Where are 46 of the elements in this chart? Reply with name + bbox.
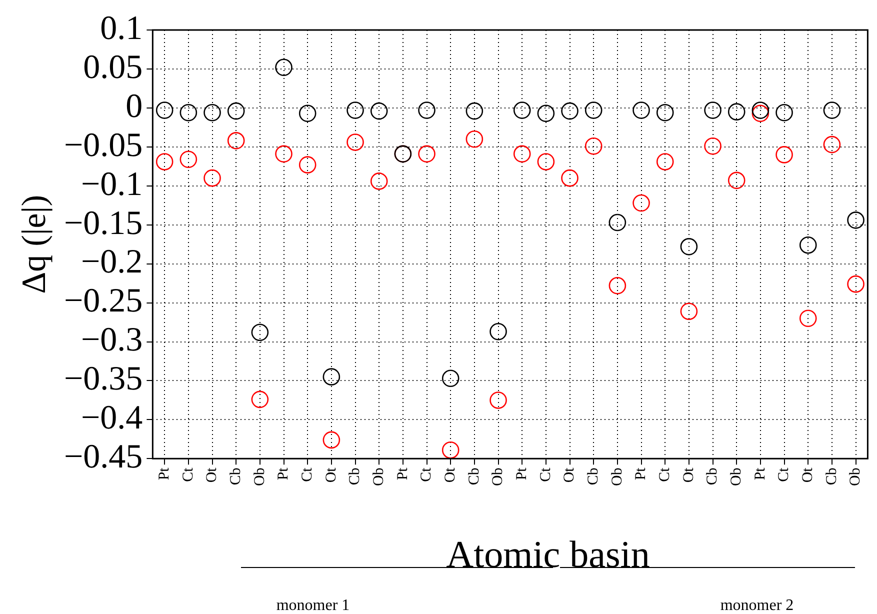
x-axis-title: Atomic basin xyxy=(446,534,650,576)
y-tick-label: −0.4 xyxy=(80,400,143,437)
x-tick-label: Cb xyxy=(466,468,482,486)
x-tick-label: Cb xyxy=(704,468,721,486)
x-tick-label: Ct xyxy=(180,466,196,482)
y-tick-label: −0.45 xyxy=(64,438,143,476)
x-tick-label: Ot xyxy=(323,466,340,483)
x-tick-label: Pt xyxy=(514,466,530,480)
x-tick-label: Pt xyxy=(752,466,768,480)
x-tick-label: Ob xyxy=(371,468,388,486)
y-tick-label: 0 xyxy=(126,88,143,125)
y-tick-label: 0.1 xyxy=(100,10,143,47)
x-tick-label: Cb xyxy=(586,468,602,486)
y-tick-label: −0.1 xyxy=(80,166,143,203)
x-tick-label: Pt xyxy=(156,466,173,480)
y-tick-label: −0.2 xyxy=(80,244,143,281)
x-tick-label: Ob xyxy=(252,468,268,486)
x-tick-label: Ct xyxy=(538,466,554,482)
y-tick-label: 0.05 xyxy=(83,48,143,86)
x-tick-label: Ot xyxy=(562,466,578,483)
x-tick-label: Ob xyxy=(848,468,864,486)
x-tick-label: Ob xyxy=(490,468,506,486)
x-tick-label: Pt xyxy=(394,466,411,480)
x-tick-label: Ot xyxy=(204,466,220,483)
y-tick-label: −0.15 xyxy=(64,204,143,242)
x-tick-label: Cb xyxy=(228,468,244,486)
text: monomer 1 xyxy=(276,597,350,614)
x-tick-label: Ot xyxy=(442,466,459,483)
x-tick-label: Ct xyxy=(300,466,316,482)
x-tick-label: Ct xyxy=(418,466,435,482)
x-tick-label: Pt xyxy=(633,466,650,480)
y-tick-label: −0.25 xyxy=(64,282,143,320)
x-tick-label: Pt xyxy=(276,466,292,480)
y-axis-title: Δq (|e|) xyxy=(16,194,53,294)
y-tick-label: −0.3 xyxy=(80,322,143,359)
x-tick-label: Ot xyxy=(680,466,697,483)
y-tick-label: −0.35 xyxy=(64,360,143,398)
y-tick-label: −0.05 xyxy=(64,126,143,164)
x-tick-label: Ob xyxy=(728,468,745,486)
x-tick-label: Ct xyxy=(776,466,792,482)
x-tick-label: Cb xyxy=(347,468,364,486)
x-tick-label: Cb xyxy=(824,468,840,486)
x-tick-label: Ot xyxy=(800,466,816,483)
text: monomer 2 xyxy=(720,597,794,614)
x-tick-label: Ct xyxy=(657,466,674,482)
x-tick-label: Ob xyxy=(609,468,626,486)
